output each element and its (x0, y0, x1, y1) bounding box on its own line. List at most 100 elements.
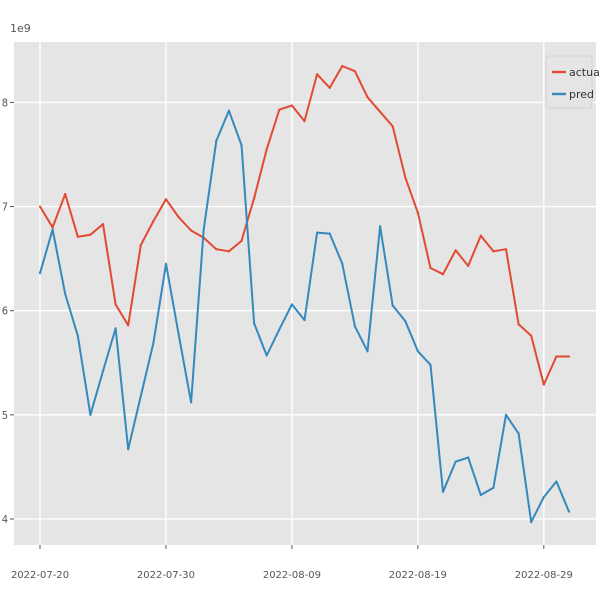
data-point (504, 248, 508, 251)
data-point (114, 327, 117, 330)
data-point (76, 334, 79, 337)
legend-item-actual: actual (552, 66, 600, 79)
data-point (378, 225, 382, 228)
legend-label: actual (569, 66, 600, 79)
series-layer (38, 64, 571, 524)
data-point (177, 215, 180, 219)
data-point (215, 248, 218, 251)
x-tick-label: 2022-08-29 (515, 570, 573, 581)
data-point (353, 70, 356, 73)
data-point (341, 64, 344, 68)
data-point (51, 228, 54, 231)
data-point (416, 350, 419, 353)
legend: actual pred (545, 55, 600, 109)
data-point (517, 323, 520, 326)
data-point (265, 354, 268, 357)
data-point (202, 228, 205, 231)
data-point (467, 456, 470, 459)
data-point (555, 355, 558, 358)
data-point (479, 234, 482, 237)
data-point (190, 401, 193, 404)
data-point (227, 250, 231, 253)
data-point (89, 233, 92, 236)
data-point (366, 350, 369, 353)
y-axis-offset-label: 1e9 (10, 22, 31, 35)
x-tick-label: 2022-08-19 (389, 570, 447, 581)
data-point (290, 104, 294, 107)
data-point (454, 460, 457, 463)
data-point (530, 334, 533, 337)
data-point (429, 363, 432, 366)
data-point (152, 341, 155, 345)
data-point (479, 493, 482, 497)
data-point (404, 319, 407, 323)
data-point (303, 120, 306, 123)
data-point (555, 480, 558, 483)
y-tick-label: 6 (2, 305, 8, 318)
legend-label: pred (569, 88, 594, 101)
data-point (341, 262, 344, 265)
data-point (164, 198, 168, 201)
data-point (190, 229, 193, 232)
data-point (139, 394, 142, 398)
x-tick-label: 2022-07-20 (11, 570, 69, 581)
data-point (164, 262, 168, 265)
data-point (530, 520, 533, 524)
data-point (404, 176, 407, 179)
series-actual (38, 64, 571, 386)
data-point (51, 226, 54, 229)
data-point (64, 192, 67, 196)
data-point (391, 125, 394, 128)
data-point (227, 109, 231, 112)
data-point (290, 303, 294, 306)
data-point (492, 486, 495, 489)
data-point (38, 272, 42, 275)
data-point (89, 413, 92, 416)
data-point (64, 292, 67, 296)
data-point (215, 139, 218, 143)
data-point (567, 355, 571, 358)
data-point (517, 432, 520, 435)
data-point (101, 223, 105, 226)
series-pred (38, 109, 571, 524)
data-point (114, 303, 117, 306)
data-point (127, 448, 130, 451)
data-point (127, 324, 130, 327)
data-point (441, 273, 445, 276)
data-point (253, 197, 256, 200)
x-tick-label: 2022-07-30 (137, 570, 195, 581)
data-point (328, 232, 331, 235)
data-point (315, 73, 319, 76)
data-point (416, 211, 419, 214)
x-axis: 2022-07-20 2022-07-30 2022-08-09 2022-08-19… (11, 545, 573, 581)
data-point (429, 266, 432, 270)
y-tick-label: 8 (2, 96, 8, 109)
data-point (391, 304, 394, 307)
data-point (177, 332, 180, 335)
data-point (278, 328, 281, 331)
y-tick-label: 5 (2, 409, 8, 422)
data-point (240, 239, 243, 243)
data-point (542, 383, 545, 386)
data-point (454, 249, 457, 252)
x-tick-label: 2022-08-09 (263, 570, 321, 581)
data-point (139, 243, 142, 247)
data-point (504, 413, 508, 416)
data-point (101, 369, 105, 373)
data-point (253, 322, 256, 325)
data-point (265, 148, 268, 151)
y-tick-label: 4 (2, 513, 8, 526)
legend-item-pred: pred (552, 88, 594, 101)
data-point (76, 235, 79, 238)
data-point (328, 86, 331, 89)
data-point (492, 250, 495, 253)
data-point (240, 143, 243, 147)
data-point (315, 231, 319, 234)
data-point (467, 264, 470, 268)
y-tick-label: 7 (2, 201, 8, 214)
data-point (38, 205, 42, 208)
data-point (366, 96, 369, 99)
data-point (542, 495, 545, 499)
